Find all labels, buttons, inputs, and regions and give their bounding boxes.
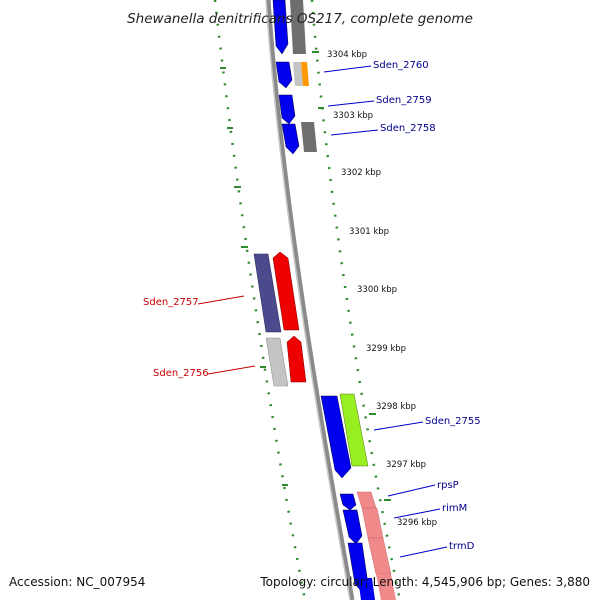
map-title: Shewanella denitrificans OS217, complete… <box>127 11 473 27</box>
tick-label: 3298 kbp <box>376 402 416 412</box>
gene-orange[interactable] <box>301 62 309 86</box>
gc-track <box>213 0 402 600</box>
gene-blue[interactable] <box>342 509 363 545</box>
gene-light-grey[interactable] <box>265 337 289 387</box>
gene-blue[interactable] <box>339 493 357 511</box>
gene-label-sden-2757[interactable]: Sden_2757 <box>143 297 199 308</box>
gene-label-sden-2758[interactable]: Sden_2758 <box>380 123 436 134</box>
reverse-genes <box>253 251 307 387</box>
gene-salmon[interactable] <box>361 507 384 539</box>
gene-label-sden-2756[interactable]: Sden_2756 <box>153 368 209 379</box>
gene-blue[interactable] <box>278 94 296 125</box>
tick-label: 3299 kbp <box>366 344 406 354</box>
topology-text: Topology: circular; Length: 4,545,906 bp… <box>259 575 590 589</box>
tick-label: 3304 kbp <box>327 50 367 60</box>
gene-label-rpsp[interactable]: rpsP <box>437 480 459 491</box>
tick-label: 3302 kbp <box>341 168 381 178</box>
gene-salmon[interactable] <box>356 491 377 509</box>
gene-blue[interactable] <box>275 61 293 89</box>
gene-labels: Sden_2760 Sden_2759 Sden_2758 Sden_2757 … <box>143 60 481 552</box>
accession-text: Accession: NC_007954 <box>9 575 145 589</box>
kbp-ticks: 3304 kbp 3303 kbp 3302 kbp 3301 kbp 3300… <box>327 50 437 528</box>
gene-slate[interactable] <box>253 253 282 333</box>
tick-label: 3303 kbp <box>333 111 373 121</box>
backbone <box>265 0 355 600</box>
gene-salmon[interactable] <box>376 574 396 600</box>
tick-label: 3300 kbp <box>357 285 397 295</box>
tick-label: 3297 kbp <box>386 460 426 470</box>
gene-blue[interactable] <box>272 0 289 55</box>
gene-label-sden-2755[interactable]: Sden_2755 <box>425 416 481 427</box>
gene-red[interactable] <box>286 335 307 383</box>
gene-label-rimm[interactable]: rimM <box>442 503 467 514</box>
gene-label-trmd[interactable]: trmD <box>449 541 475 552</box>
gene-blue[interactable] <box>320 395 352 479</box>
gene-blue[interactable] <box>281 123 300 155</box>
backbone-line <box>265 0 355 600</box>
tick-label: 3301 kbp <box>349 227 389 237</box>
gene-light-grey[interactable] <box>293 62 303 86</box>
tick-label: 3296 kbp <box>397 518 437 528</box>
label-leaders <box>197 65 448 558</box>
gene-red[interactable] <box>272 251 300 331</box>
gene-label-sden-2760[interactable]: Sden_2760 <box>373 60 429 71</box>
gene-grey[interactable] <box>301 122 317 152</box>
gene-salmon[interactable] <box>367 537 392 575</box>
gene-blue[interactable] <box>358 578 375 600</box>
forward-genes <box>272 0 396 600</box>
gene-label-sden-2759[interactable]: Sden_2759 <box>376 95 432 106</box>
gene-lime[interactable] <box>339 393 369 467</box>
gene-grey[interactable] <box>290 0 306 54</box>
